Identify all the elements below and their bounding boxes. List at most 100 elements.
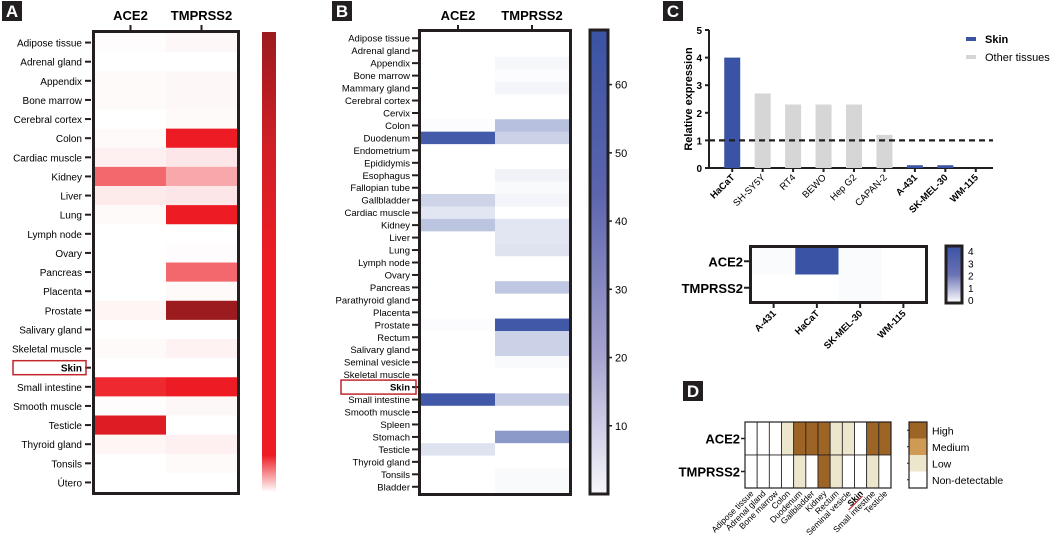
- row-label: Thyroid gland: [21, 440, 82, 451]
- heatmap-cell: [495, 181, 570, 195]
- row-label: Bone marrow: [354, 71, 411, 82]
- heatmap-cell: [495, 405, 570, 419]
- heatmap-cell: [495, 206, 570, 220]
- row-label: Skeletal muscle: [12, 345, 82, 356]
- panel-label-c-box: [663, 1, 683, 21]
- heatmap-cell: [881, 248, 926, 275]
- heatmap-cell: [495, 32, 570, 45]
- heatmap-cell: [495, 468, 570, 482]
- legend-label: Skin: [985, 34, 1009, 46]
- row-label: Spleen: [380, 420, 410, 431]
- heatmap-cell: [495, 131, 570, 145]
- y-tick-label: 0: [696, 164, 702, 175]
- heatmap-cell: [421, 281, 496, 295]
- heatmap-cell: [495, 430, 570, 444]
- colorbar-tick-label: 3: [968, 259, 974, 270]
- row-label: Appendix: [370, 59, 410, 70]
- heatmap-cell: [421, 119, 496, 133]
- heatmap-cell: [841, 421, 855, 456]
- heatmap-cell: [495, 306, 570, 320]
- legend-swatch: [966, 37, 976, 41]
- heatmap-cell: [495, 106, 570, 120]
- heatmap-cell: [756, 454, 770, 489]
- heatmap-cell: [166, 186, 238, 206]
- colorbar-tick-label: 4: [968, 247, 974, 258]
- heatmap-cell: [495, 169, 570, 183]
- heatmap-cell: [495, 318, 570, 332]
- legend-swatch: [909, 455, 927, 472]
- row-label: Cervix: [383, 108, 410, 119]
- heatmap-cell: [421, 231, 496, 245]
- column-label: HaCaT: [793, 308, 822, 337]
- heatmap-cell: [95, 52, 167, 72]
- heatmap-cell: [495, 119, 570, 133]
- heatmap-cell: [495, 193, 570, 207]
- row-label: Tonsils: [381, 470, 410, 481]
- heatmap-cell: [817, 454, 831, 489]
- heatmap-cell: [768, 421, 782, 456]
- row-label: Skeletal muscle: [343, 370, 410, 381]
- heatmap-frame: [92, 30, 240, 495]
- row-label: Duodenum: [364, 133, 411, 144]
- colorbar-tick-label: 20: [615, 353, 627, 365]
- y-tick-label: 2: [696, 109, 702, 120]
- heatmap-cell: [166, 33, 238, 53]
- heatmap-cell: [421, 193, 496, 207]
- row-label: Placenta: [373, 308, 411, 319]
- heatmap-cell: [166, 52, 238, 72]
- heatmap-cell: [95, 224, 167, 244]
- heatmap-cell: [166, 205, 238, 225]
- heatmap-cell: [421, 206, 496, 220]
- colorbar-tick-label: 50: [615, 148, 627, 160]
- heatmap-cell: [793, 454, 807, 489]
- row-label: Fallopian tube: [350, 183, 410, 194]
- bar: [876, 134, 893, 168]
- heatmap-cell: [495, 231, 570, 245]
- heatmap-cell: [495, 243, 570, 257]
- row-label: Smooth muscle: [13, 402, 82, 413]
- row-label: Skin: [61, 364, 82, 375]
- heatmap-cell: [95, 205, 167, 225]
- heatmap-cell: [421, 181, 496, 195]
- colorbar: [944, 244, 964, 305]
- x-tick-label: SH-SY5Y: [731, 172, 768, 209]
- heatmap-cell: [744, 454, 758, 489]
- column-label: SK-MEL-30: [822, 308, 865, 351]
- column-header-tmprss2: TMPRSS2: [171, 8, 232, 23]
- heatmap-cell: [421, 443, 496, 457]
- heatmap-cell: [166, 415, 238, 436]
- heatmap-cell: [421, 81, 496, 95]
- row-label: Ovary: [55, 249, 82, 260]
- heatmap-cell: [166, 281, 238, 302]
- heatmap-cell: [421, 256, 496, 270]
- row-label: Prostate: [375, 320, 410, 331]
- y-axis-label: Relative expression: [683, 47, 695, 151]
- heatmap-cell: [421, 44, 496, 58]
- heatmap-cell: [795, 274, 839, 302]
- heatmap-cell: [495, 443, 570, 457]
- row-label: Small intestine: [348, 395, 410, 406]
- row-label: Lymph node: [27, 230, 82, 241]
- row-label: Lung: [389, 246, 410, 257]
- row-label: Small intestine: [17, 383, 82, 394]
- colorbar-tick-label: 30: [615, 284, 627, 296]
- heatmap-cell: [421, 32, 496, 45]
- heatmap-cell: [495, 480, 570, 494]
- colorbar-tick-label: 0: [968, 296, 974, 307]
- heatmap-cell: [166, 300, 238, 321]
- bar: [846, 104, 862, 168]
- row-label: Cerebral cortex: [14, 115, 82, 126]
- heatmap-cell: [495, 343, 570, 357]
- column-label: A-431: [753, 308, 780, 335]
- skin-underline: [848, 495, 864, 511]
- heatmap-cell: [421, 405, 496, 419]
- heatmap-cell: [95, 90, 167, 110]
- row-label: Bone marrow: [23, 96, 83, 107]
- column-header-ace2: ACE2: [441, 8, 476, 23]
- y-tick-label: 1: [696, 136, 702, 147]
- column-header-ace2: ACE2: [113, 8, 148, 23]
- heatmap-cell: [95, 147, 167, 168]
- heatmap-cell: [421, 343, 496, 357]
- column-header-tmprss2: TMPRSS2: [501, 8, 562, 23]
